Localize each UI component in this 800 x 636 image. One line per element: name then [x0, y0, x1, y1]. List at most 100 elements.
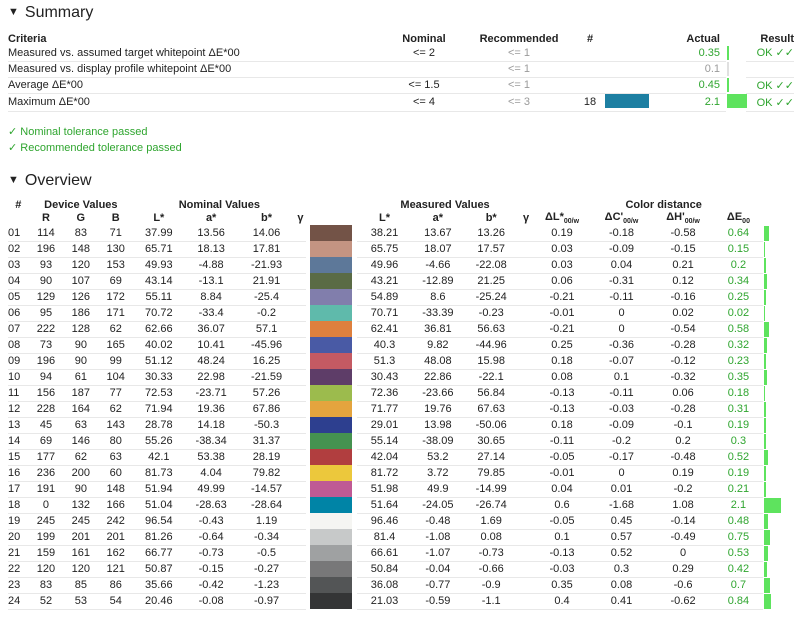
- cell-id: 13: [8, 417, 29, 434]
- cell-dl: 0.35: [533, 577, 591, 594]
- result-cell: [746, 61, 794, 78]
- summary-section-header[interactable]: ▼ Summary: [8, 4, 93, 22]
- cell-b: 172: [98, 289, 134, 306]
- nominal-values-header: Nominal Values: [178, 199, 260, 211]
- cell-l: 51.12: [133, 353, 185, 370]
- cell-l: 62.66: [133, 321, 185, 338]
- cell-dh: -0.58: [652, 225, 714, 242]
- cell-de: 0.15: [713, 241, 764, 258]
- cell-dh: -0.6: [652, 577, 714, 594]
- delta-e-bar-cell: [763, 545, 794, 562]
- cell-id: 05: [8, 289, 29, 306]
- swatch-cell: [306, 225, 357, 242]
- cell-ma: -4.66: [412, 257, 464, 274]
- cell-a: 10.41: [184, 337, 238, 354]
- cell-l: 49.93: [133, 257, 185, 274]
- cell-dl: 0.1: [533, 529, 591, 546]
- cell-id: 01: [8, 225, 29, 242]
- result-cell: OK ✓✓: [746, 45, 794, 62]
- cell-l: 51.04: [133, 497, 185, 514]
- color-swatch: [310, 273, 353, 290]
- cell-dc: 0.41: [590, 593, 653, 610]
- cell-measured-gamma: [518, 481, 534, 498]
- cell-gamma: [295, 577, 306, 594]
- swatch-cell: [306, 369, 357, 386]
- color-swatch: [310, 241, 353, 258]
- cell-dc: -1.68: [590, 497, 653, 514]
- overview-row: 10 94 61 104 30.33 22.98 -21.59 30.43 22.86 -22.1…: [8, 369, 794, 386]
- delta-e-bar-cell: [763, 497, 794, 514]
- overview-row: 08 73 90 165 40.02 10.41 -45.96 40.3 9.82 -44.96 0…: [8, 337, 794, 354]
- measured-a-header: a*: [432, 212, 444, 225]
- cell-dh: -0.28: [652, 337, 714, 354]
- cell-dl: -0.21: [533, 289, 591, 306]
- cell-gamma: [295, 353, 306, 370]
- cell-measured-gamma: [518, 385, 534, 402]
- cell-de: 0.32: [713, 337, 764, 354]
- criteria-cell: Average ΔE*00: [8, 77, 388, 94]
- delta-e-bar: [764, 594, 772, 610]
- color-swatch: [310, 321, 353, 338]
- cell-ml: 66.61: [356, 545, 413, 562]
- cell-mb: -22.08: [463, 257, 519, 274]
- cell-gamma: [295, 321, 306, 338]
- cell-ml: 38.21: [356, 225, 413, 242]
- cell-dh: 0.12: [652, 273, 714, 290]
- overview-table: # Device Values Nominal Values Measured …: [8, 199, 794, 610]
- cell-measured-gamma: [518, 465, 534, 482]
- collapse-triangle-icon[interactable]: ▼: [8, 6, 19, 18]
- cell-mb: -0.66: [463, 561, 519, 578]
- cell-r: 93: [28, 257, 64, 274]
- cell-b: 79.82: [237, 465, 296, 482]
- measured-gamma-header: γ: [523, 212, 530, 225]
- cell-ml: 54.89: [356, 289, 413, 306]
- color-swatch: [310, 257, 353, 274]
- cell-id: 17: [8, 481, 29, 498]
- delta-e-bar: [764, 338, 768, 354]
- overview-row: 02 196 148 130 65.71 18.13 17.81 65.75 18.07 17.5…: [8, 241, 794, 258]
- color-swatch: [310, 385, 353, 402]
- swatch-cell: [306, 321, 357, 338]
- swatch-cell: [306, 289, 357, 306]
- cell-a: 22.98: [184, 369, 238, 386]
- cell-dh: 0: [652, 545, 714, 562]
- cell-de: 0.84: [713, 593, 764, 610]
- cell-de: 0.21: [713, 481, 764, 498]
- cell-l: 72.53: [133, 385, 185, 402]
- cell-ma: 13.98: [412, 417, 464, 434]
- delta-e-bar: [764, 482, 767, 498]
- nominal-cell: <= 2: [388, 45, 460, 62]
- delta-l-header: ΔL*00/w: [544, 211, 580, 226]
- swatch-cell: [306, 401, 357, 418]
- color-swatch: [310, 465, 353, 482]
- overview-row: 18 0 132 166 51.04 -28.63 -28.64 51.64 -24.05 -26…: [8, 497, 794, 514]
- cell-gamma: [295, 433, 306, 450]
- cell-ml: 51.98: [356, 481, 413, 498]
- cell-dh: -0.15: [652, 241, 714, 258]
- cell-dh: -0.16: [652, 289, 714, 306]
- cell-ml: 62.41: [356, 321, 413, 338]
- cell-g: 90: [63, 481, 99, 498]
- cell-dc: -0.07: [590, 353, 653, 370]
- color-swatch: [310, 593, 353, 610]
- color-swatch: [310, 417, 353, 434]
- overview-section-header[interactable]: ▼ Overview: [8, 172, 92, 190]
- cell-b: 54: [98, 593, 134, 610]
- swatch-cell: [306, 481, 357, 498]
- cell-l: 28.78: [133, 417, 185, 434]
- cell-a: 13.56: [184, 225, 238, 242]
- cell-id: 15: [8, 449, 29, 466]
- cell-de: 0.53: [713, 545, 764, 562]
- collapse-triangle-icon[interactable]: ▼: [8, 174, 19, 186]
- delta-e-bar: [764, 434, 767, 450]
- actual-header: Actual: [686, 32, 720, 45]
- delta-e-bar-cell: [763, 481, 794, 498]
- cell-r: 196: [28, 353, 64, 370]
- swatch-cell: [306, 385, 357, 402]
- cell-id: 12: [8, 401, 29, 418]
- cell-id: 04: [8, 273, 29, 290]
- cell-dl: 0.08: [533, 369, 591, 386]
- cell-dl: -0.11: [533, 433, 591, 450]
- cell-measured-gamma: [518, 369, 534, 386]
- cell-dh: 0.06: [652, 385, 714, 402]
